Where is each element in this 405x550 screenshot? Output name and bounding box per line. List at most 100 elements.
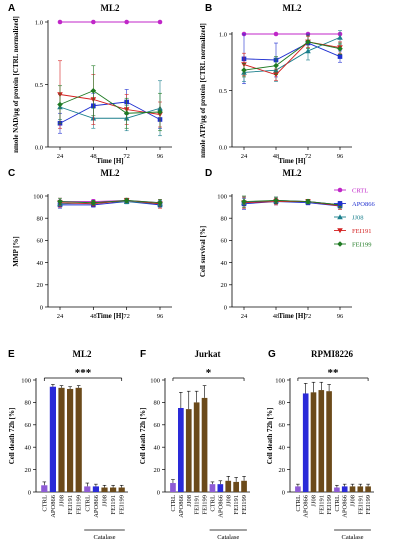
bar-FEI191 [67,388,74,492]
bar-JJ08 [310,392,317,492]
data-point-CRTL [157,19,163,25]
bar-CTRL [84,486,91,492]
x-axis-label-B: Time [H] [278,157,305,165]
y-tick-label-E: 60 [25,422,32,429]
group-label-G: Catalase [341,534,363,541]
bar-APO866 [178,408,184,492]
x-tick-label-G: FEI199 [326,495,333,515]
legend-label-FEI191: FEI191 [352,228,372,235]
y-tick-label-D: 40 [221,260,228,267]
data-point-FEI199 [123,110,130,117]
y-tick-label-F: 0 [157,489,160,496]
legend [334,187,346,247]
y-tick-label-A: 1.0 [35,19,43,26]
bar-CTRL [334,487,340,492]
x-tick-label-F: FEI199 [202,495,209,515]
x-tick-label-C: 24 [57,313,64,320]
bar-FEI191 [110,487,117,492]
series-line-APO866 [243,42,341,61]
data-point-JJ08 [305,48,311,54]
x-tick-label-F: JJ08 [186,495,193,507]
data-point-CRTL [57,19,63,25]
bar-FEI199 [118,487,125,492]
series-line-APO866 [243,201,341,207]
series-line-FEI191 [59,199,161,205]
panel-label-A: A [8,3,15,14]
y-tick-label-A: 0.0 [35,144,43,151]
x-tick-label-E: APO866 [93,494,100,518]
significance-label-E: *** [75,367,92,379]
panel-label-G: G [268,349,276,360]
panel-label-C: C [8,168,15,179]
y-tick-label-C: 100 [33,193,43,200]
x-tick-label-D: 48 [273,313,280,320]
y-tick-label-G: 20 [279,467,286,474]
data-point-FEI199 [90,199,97,206]
x-tick-label-G: FEI191 [357,495,364,515]
panel-label-D: D [205,168,212,179]
data-point-FEI199 [273,197,279,204]
data-point-CRTL [124,19,129,25]
data-point-FEI199 [241,198,247,205]
chart-title-E: ML2 [73,349,92,359]
x-tick-label-G: FEI199 [365,495,372,515]
bar-CTRL [295,486,301,492]
x-tick-label-F: CTRL [209,495,216,512]
bar-CTRL [170,483,176,492]
x-tick-label-D: 96 [337,313,344,320]
x-tick-label-E: APO866 [50,494,57,518]
x-tick-label-D: 24 [241,313,248,320]
x-tick-label-C: 48 [90,313,97,320]
y-tick-label-D: 20 [221,282,228,289]
bar-JJ08 [58,387,65,492]
y-tick-label-E: 100 [21,377,31,384]
x-tick-label-A: 48 [90,153,97,160]
data-point-FEI199 [57,101,63,108]
data-point-FEI199 [157,199,163,206]
data-point-FEI199 [241,67,247,73]
bar-FEI199 [241,480,247,492]
group-label-E: Catalase [93,534,115,541]
x-tick-label-C: 96 [157,313,164,320]
x-tick-label-F: APO866 [178,494,185,518]
x-tick-label-C: 72 [123,313,130,320]
data-point-FEI199 [157,109,163,115]
y-axis-label-A: nmole NAD/µg of protein [CTRL normalized… [12,16,20,153]
chart-title-D: ML2 [283,168,302,178]
x-tick-label-G: APO866 [303,494,310,518]
series-FEI199-C [57,197,163,207]
data-point-FEI199 [337,45,343,52]
x-tick-label-B: 24 [241,153,248,160]
series-line-FEI191 [243,201,341,207]
panel-label-B: B [205,3,212,14]
series-CRTL-B [241,31,343,37]
data-point-FEI199 [305,39,311,45]
bar-APO866 [49,386,56,492]
legend-marker-JJ08 [337,214,343,220]
series-FEI199-A [57,65,163,132]
y-tick-label-D: 60 [221,238,228,245]
data-point-FEI199 [273,62,279,69]
x-tick-label-G: FEI191 [318,495,325,515]
y-tick-label-C: 80 [37,216,44,223]
bar-FEI191 [357,486,364,492]
x-tick-label-B: 48 [273,153,280,160]
bar-JJ08 [349,486,356,492]
bar-JJ08 [101,487,108,492]
legend-marker-FEI191 [337,228,343,234]
data-point-FEI199 [123,197,130,204]
chart-title-F: Jurkat [194,349,220,359]
x-tick-label-E: FEI191 [110,495,117,515]
series-JJ08-A [57,80,163,137]
y-tick-label-E: 40 [25,445,32,452]
y-tick-label-G: 40 [279,445,286,452]
legend-marker-FEI199 [337,241,343,247]
data-point-CRTL [273,31,279,37]
x-tick-label-F: FEI199 [241,495,248,515]
x-tick-label-G: CTRL [334,495,341,512]
x-tick-label-B: 96 [337,153,344,160]
x-tick-label-G: JJ08 [311,495,318,507]
bar-CTRL [41,485,48,492]
bar-FEI191 [233,481,239,492]
